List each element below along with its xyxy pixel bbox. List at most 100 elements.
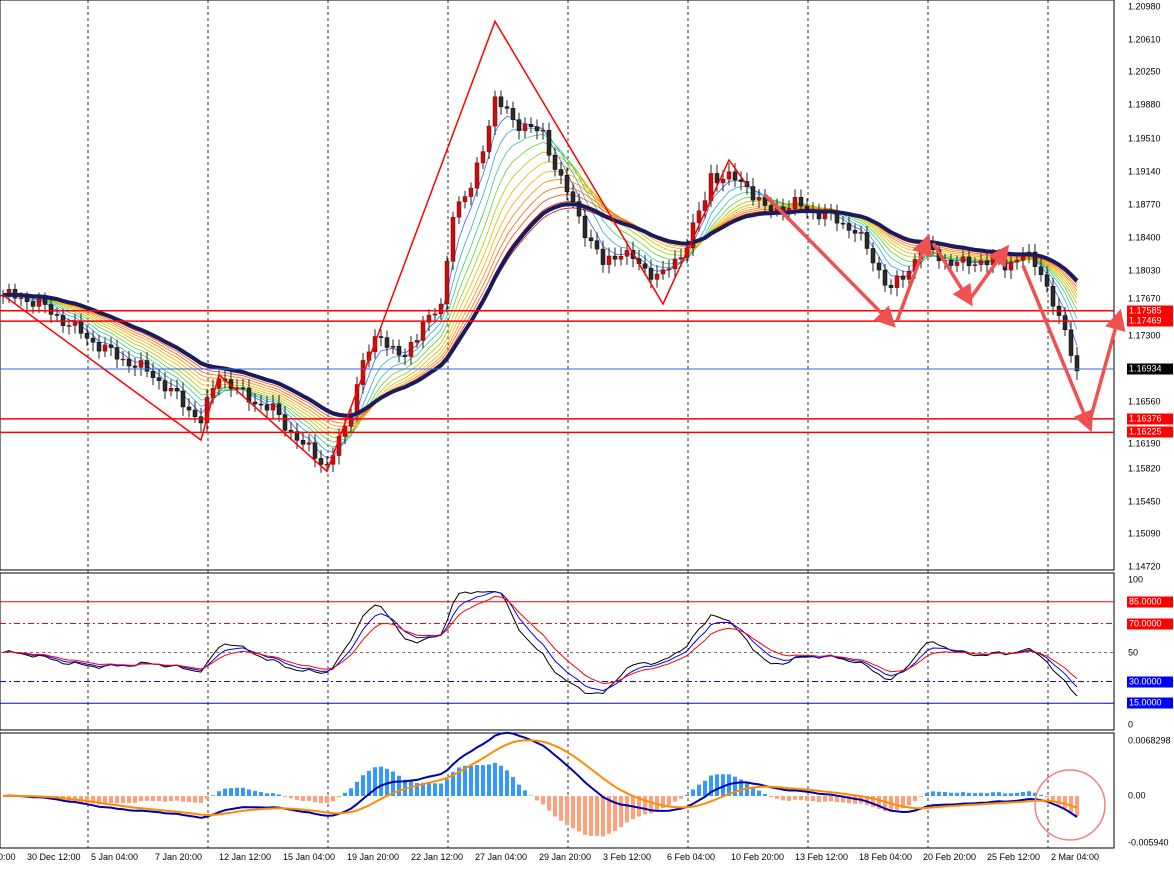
candle-body xyxy=(1069,330,1073,356)
macd-axis-label: 0.0068298 xyxy=(1128,736,1171,747)
candle-body xyxy=(487,126,491,152)
macd-histogram-bar xyxy=(199,796,203,803)
time-axis-label: 7 Jan 20:00 xyxy=(155,852,202,862)
candle-body xyxy=(841,223,845,224)
candle-body xyxy=(301,440,305,444)
macd-histogram-bar xyxy=(331,796,335,801)
candle-body xyxy=(319,458,323,464)
price-axis-label: 1.15090 xyxy=(1128,528,1161,539)
oscillator-axis-label: 0 xyxy=(1128,720,1133,731)
candle-body xyxy=(97,342,101,351)
macd-histogram-bar xyxy=(523,790,527,796)
macd-histogram-bar xyxy=(787,796,791,801)
macd-histogram-bar xyxy=(811,796,815,801)
macd-histogram-bar xyxy=(583,796,587,835)
macd-histogram-bar xyxy=(379,767,383,796)
macd-histogram-bar xyxy=(193,796,197,803)
current-price-tag: 1.16934 xyxy=(1127,363,1173,374)
macd-histogram-bar xyxy=(763,794,767,796)
price-level-tag: 1.17585 xyxy=(1127,305,1173,316)
macd-axis-label: 0.00 xyxy=(1128,791,1146,802)
price-axis-label: 1.15820 xyxy=(1128,463,1161,474)
macd-histogram-bar xyxy=(223,789,227,796)
macd-histogram-bar xyxy=(145,796,149,801)
oscillator-level-tag: 30.0000 xyxy=(1127,676,1173,687)
macd-histogram-bar xyxy=(409,781,413,796)
macd-histogram-bar xyxy=(805,796,809,801)
macd-histogram-bar xyxy=(949,793,953,796)
candle-body xyxy=(727,172,731,179)
candle-body xyxy=(967,257,971,266)
macd-histogram-bar xyxy=(343,793,347,796)
price-axis-label: 1.16560 xyxy=(1128,397,1161,408)
candle-body xyxy=(145,360,149,371)
time-axis-label: 18 Feb 04:00 xyxy=(859,852,912,862)
oscillator-axis-label: 50 xyxy=(1128,647,1138,658)
macd-histogram-bar xyxy=(289,796,293,798)
macd-histogram-bar xyxy=(937,792,941,796)
macd-histogram-bar xyxy=(259,792,263,796)
macd-histogram-bar xyxy=(565,796,569,825)
macd-histogram-bar xyxy=(265,793,269,796)
candle-body xyxy=(313,443,317,459)
macd-axis-label: -0.005940 xyxy=(1128,838,1169,849)
macd-histogram-bar xyxy=(1003,793,1007,796)
macd-histogram-bar xyxy=(115,796,119,803)
candle-body xyxy=(271,404,275,410)
candle-body xyxy=(277,404,281,415)
macd-histogram-bar xyxy=(301,796,305,801)
macd-histogram-bar xyxy=(541,796,545,804)
candle-body xyxy=(91,338,95,342)
candle-body xyxy=(37,299,41,307)
price-axis-label: 1.18030 xyxy=(1128,265,1161,276)
macd-histogram-bar xyxy=(715,774,719,796)
macd-histogram-bar xyxy=(157,796,161,801)
candle-body xyxy=(139,360,143,367)
candle-body xyxy=(199,417,203,423)
candle-body xyxy=(643,264,647,269)
candle-body xyxy=(511,108,515,119)
macd-histogram-bar xyxy=(1075,796,1079,816)
candle-body xyxy=(115,348,119,360)
candle-body xyxy=(283,415,287,431)
candle-body xyxy=(1063,316,1067,330)
macd-histogram-bar xyxy=(691,790,695,796)
candle-body xyxy=(571,192,575,202)
time-axis-label: 12 Jan 12:00 xyxy=(219,852,271,862)
candle-body xyxy=(529,124,533,126)
time-axis-label: 3 Feb 12:00 xyxy=(603,852,651,862)
macd-histogram-bar xyxy=(985,793,989,796)
macd-histogram-bar xyxy=(703,781,707,796)
macd-histogram-bar xyxy=(229,788,233,796)
price-axis-label: 1.20610 xyxy=(1128,35,1161,46)
candle-body xyxy=(433,314,437,315)
candle-body xyxy=(565,175,569,191)
macd-histogram-bar xyxy=(553,796,557,816)
candle-body xyxy=(757,197,761,200)
main-panel xyxy=(0,0,1114,570)
macd-histogram-bar xyxy=(205,796,209,799)
candle-body xyxy=(751,187,755,201)
price-axis-label: 1.18770 xyxy=(1128,199,1161,210)
candle-body xyxy=(1039,267,1043,275)
macd-histogram-bar xyxy=(445,779,449,796)
macd-histogram-bar xyxy=(151,796,155,801)
macd-histogram-bar xyxy=(427,783,431,796)
macd-histogram-bar xyxy=(601,796,605,836)
candle-body xyxy=(625,250,629,256)
candle-body xyxy=(889,285,893,287)
time-axis-label: 29 Jan 20:00 xyxy=(539,852,591,862)
macd-histogram-bar xyxy=(943,792,947,796)
candle-body xyxy=(181,391,185,407)
time-axis-label: 25 Feb 12:00 xyxy=(987,852,1040,862)
macd-histogram-bar xyxy=(1063,796,1067,808)
candle-body xyxy=(985,261,989,265)
macd-histogram-bar xyxy=(397,776,401,796)
oscillator-level-tag: 85.0000 xyxy=(1127,596,1173,607)
candle-body xyxy=(583,216,587,238)
candle-body xyxy=(187,407,191,410)
candle-body xyxy=(613,256,617,259)
candle-body xyxy=(955,262,959,265)
macd-histogram-bar xyxy=(571,796,575,828)
